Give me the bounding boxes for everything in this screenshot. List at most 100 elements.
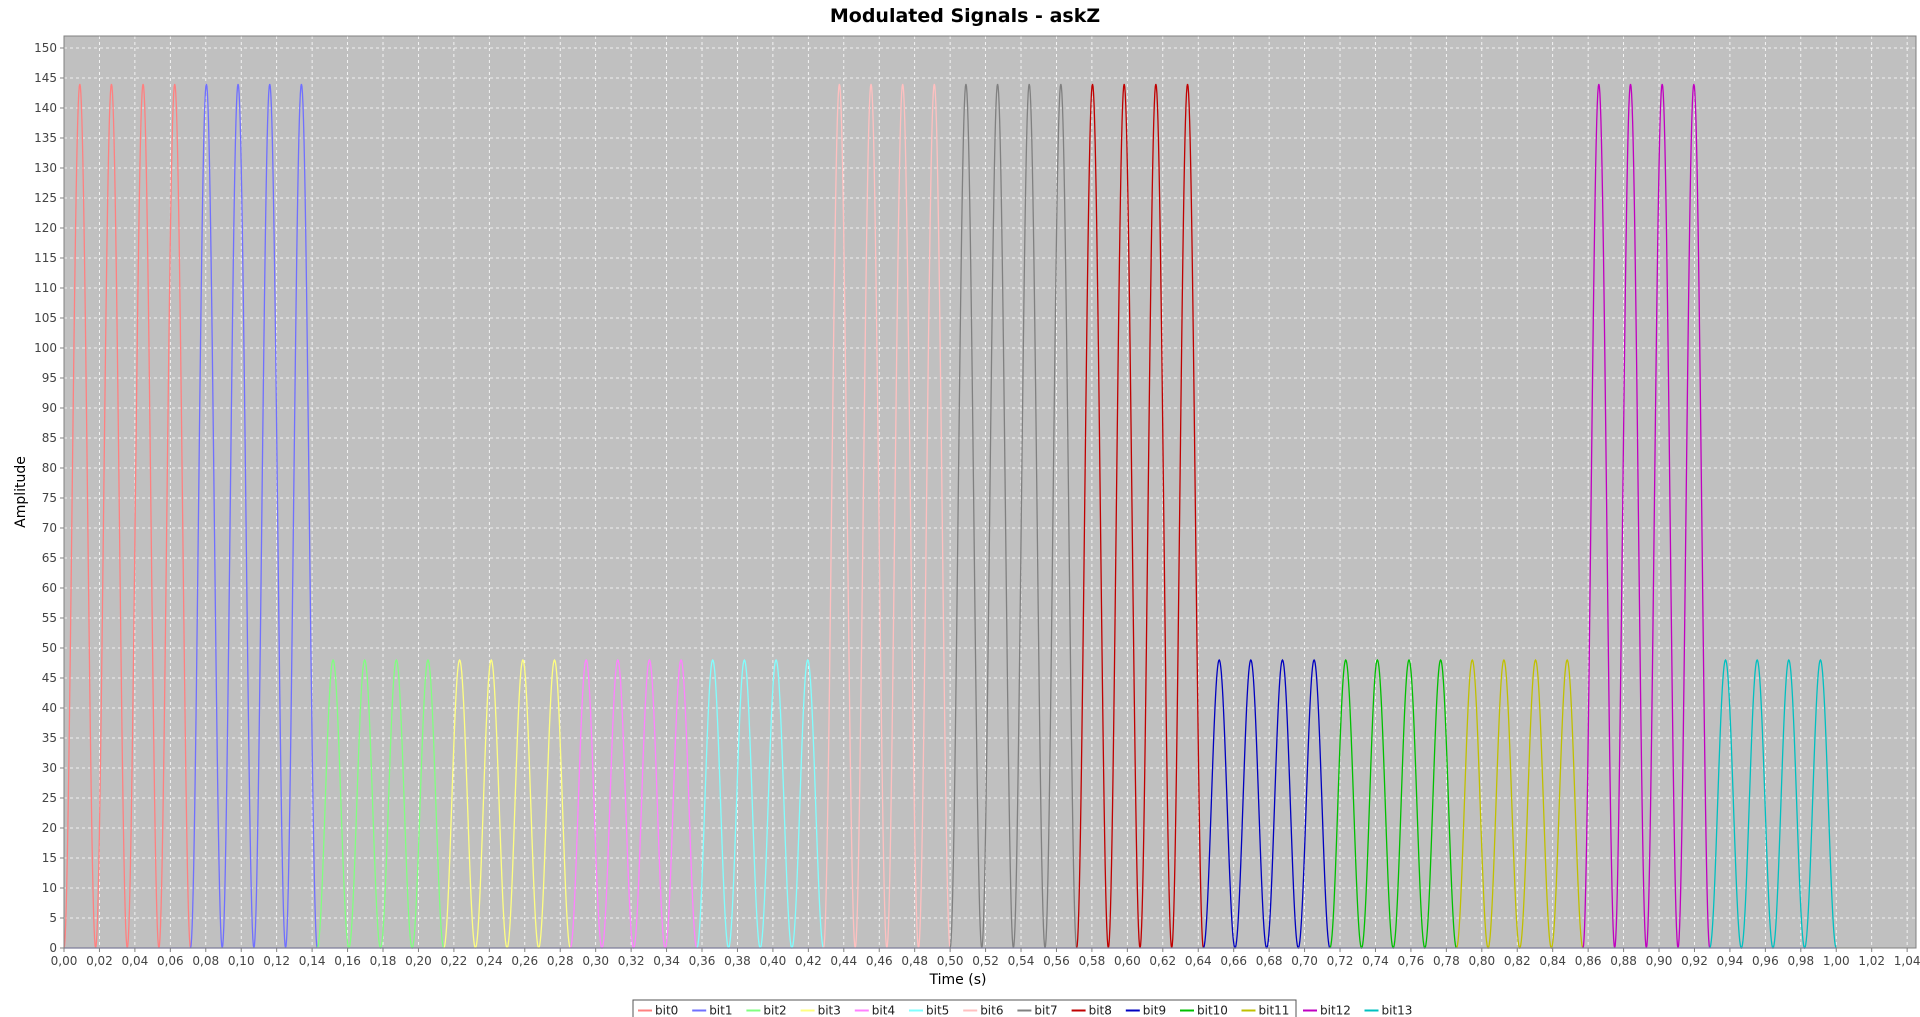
x-tick-label: 0,06 <box>157 954 184 968</box>
x-tick-label: 1,00 <box>1823 954 1850 968</box>
y-tick-label: 140 <box>34 101 57 115</box>
x-tick-label: 0,82 <box>1504 954 1531 968</box>
x-tick-label: 0,14 <box>299 954 326 968</box>
y-tick-label: 105 <box>34 311 57 325</box>
y-tick-label: 115 <box>34 251 57 265</box>
x-tick-label: 0,72 <box>1327 954 1354 968</box>
x-tick-label: 0,78 <box>1433 954 1460 968</box>
y-tick-label: 150 <box>34 41 57 55</box>
legend-item-bit6: bit6 <box>963 1004 1003 1017</box>
x-tick-label: 0,74 <box>1362 954 1389 968</box>
x-tick-label: 0,94 <box>1717 954 1744 968</box>
x-tick-label: 0,18 <box>370 954 397 968</box>
legend-item-bit2: bit2 <box>746 1004 787 1017</box>
x-tick-label: 0,88 <box>1610 954 1637 968</box>
plot-border <box>63 35 1917 949</box>
legend-label: bit2 <box>763 1004 786 1017</box>
legend-label: bit9 <box>1143 1004 1166 1017</box>
y-tick-label: 55 <box>42 611 57 625</box>
plot-area: 0 5 10 15 20 25 30 35 40 45 50 55 60 65 70 75 80 85 90 95 10… <box>34 35 1920 968</box>
x-tick-label: 0,50 <box>937 954 964 968</box>
y-tick-label: 45 <box>42 671 57 685</box>
x-tick-label: 0,86 <box>1575 954 1602 968</box>
x-tick-label: 0,26 <box>511 954 538 968</box>
y-tick-label: 35 <box>42 731 57 745</box>
x-tick-label: 0,38 <box>724 954 751 968</box>
x-tick-label: 0,30 <box>582 954 609 968</box>
x-tick-label: 0,34 <box>653 954 680 968</box>
x-tick-label: 0,54 <box>1008 954 1035 968</box>
y-tick-label: 95 <box>42 371 57 385</box>
legend-label: bit5 <box>926 1004 949 1017</box>
legend-label: bit11 <box>1259 1004 1290 1017</box>
x-tick-label: 0,10 <box>228 954 255 968</box>
y-tick-label: 75 <box>42 491 57 505</box>
x-tick-label: 0,52 <box>972 954 999 968</box>
x-tick-label: 0,66 <box>1220 954 1247 968</box>
x-tick-label: 0,92 <box>1681 954 1708 968</box>
x-tick-label: 0,00 <box>51 954 78 968</box>
legend-label: bit3 <box>818 1004 841 1017</box>
y-tick-label: 0 <box>49 941 57 955</box>
x-tick-label: 1,02 <box>1858 954 1885 968</box>
y-tick-label: 25 <box>42 791 57 805</box>
y-tick-label: 50 <box>42 641 57 655</box>
legend-item-bit11: bit11 <box>1241 1004 1290 1017</box>
legend-item-bit12: bit12 <box>1303 1004 1351 1017</box>
x-axis: 0,00 0,02 0,04 0,06 0,08 0,10 0,12 0,14 0,16 0,18… <box>51 948 1920 968</box>
legend-label: bit6 <box>980 1004 1003 1017</box>
x-tick-label: 0,76 <box>1398 954 1425 968</box>
legend-label: bit0 <box>655 1004 678 1017</box>
x-tick-label: 0,98 <box>1787 954 1814 968</box>
y-tick-label: 110 <box>34 281 57 295</box>
legend-label: bit1 <box>709 1004 732 1017</box>
legend-item-bit13: bit13 <box>1364 1004 1413 1017</box>
x-tick-label: 0,64 <box>1185 954 1212 968</box>
legend-item-bit10: bit10 <box>1180 1004 1228 1017</box>
y-tick-label: 125 <box>34 191 57 205</box>
y-tick-label: 120 <box>34 221 57 235</box>
y-tick-label: 135 <box>34 131 57 145</box>
y-tick-label: 10 <box>42 881 57 895</box>
x-tick-label: 0,58 <box>1079 954 1106 968</box>
legend-item-bit8: bit8 <box>1071 1004 1112 1017</box>
x-tick-label: 0,62 <box>1149 954 1176 968</box>
legend-label: bit12 <box>1320 1004 1351 1017</box>
x-tick-label: 0,22 <box>441 954 468 968</box>
y-tick-label: 15 <box>42 851 57 865</box>
x-tick-label: 0,40 <box>760 954 787 968</box>
y-tick-label: 40 <box>42 701 57 715</box>
x-tick-label: 0,16 <box>334 954 361 968</box>
chart-title: Modulated Signals - askZ <box>830 5 1100 27</box>
x-tick-label: 0,90 <box>1646 954 1673 968</box>
x-tick-label: 0,20 <box>405 954 432 968</box>
y-tick-label: 90 <box>42 401 57 415</box>
legend-box <box>632 999 1297 1017</box>
y-axis-label: Amplitude <box>13 456 29 528</box>
y-axis: 0 5 10 15 20 25 30 35 40 45 50 55 60 65 70 75 80 85 90 95 10… <box>34 41 64 955</box>
y-tick-label: 100 <box>34 341 57 355</box>
x-tick-label: 0,44 <box>830 954 857 968</box>
x-tick-label: 0,48 <box>901 954 928 968</box>
x-tick-label: 0,60 <box>1114 954 1141 968</box>
x-tick-label: 0,36 <box>689 954 716 968</box>
x-tick-label: 0,28 <box>547 954 574 968</box>
legend: bit0 bit1 bit2 bit3 bit4 bit5 bit6 bit7 bit8 bit9… <box>632 999 1413 1017</box>
x-tick-label: 0,04 <box>122 954 149 968</box>
legend-item-bit4: bit4 <box>854 1004 895 1017</box>
y-tick-label: 130 <box>34 161 57 175</box>
y-tick-label: 145 <box>34 71 57 85</box>
x-tick-label: 0,56 <box>1043 954 1070 968</box>
y-tick-label: 20 <box>42 821 57 835</box>
y-tick-label: 70 <box>42 521 57 535</box>
x-tick-label: 0,84 <box>1539 954 1566 968</box>
y-tick-label: 80 <box>42 461 57 475</box>
legend-label: bit13 <box>1382 1004 1413 1017</box>
x-tick-label: 0,32 <box>618 954 645 968</box>
x-tick-label: 0,12 <box>263 954 290 968</box>
x-tick-label: 0,70 <box>1291 954 1318 968</box>
y-tick-label: 30 <box>42 761 57 775</box>
legend-item-bit0: bit0 <box>638 1004 678 1017</box>
